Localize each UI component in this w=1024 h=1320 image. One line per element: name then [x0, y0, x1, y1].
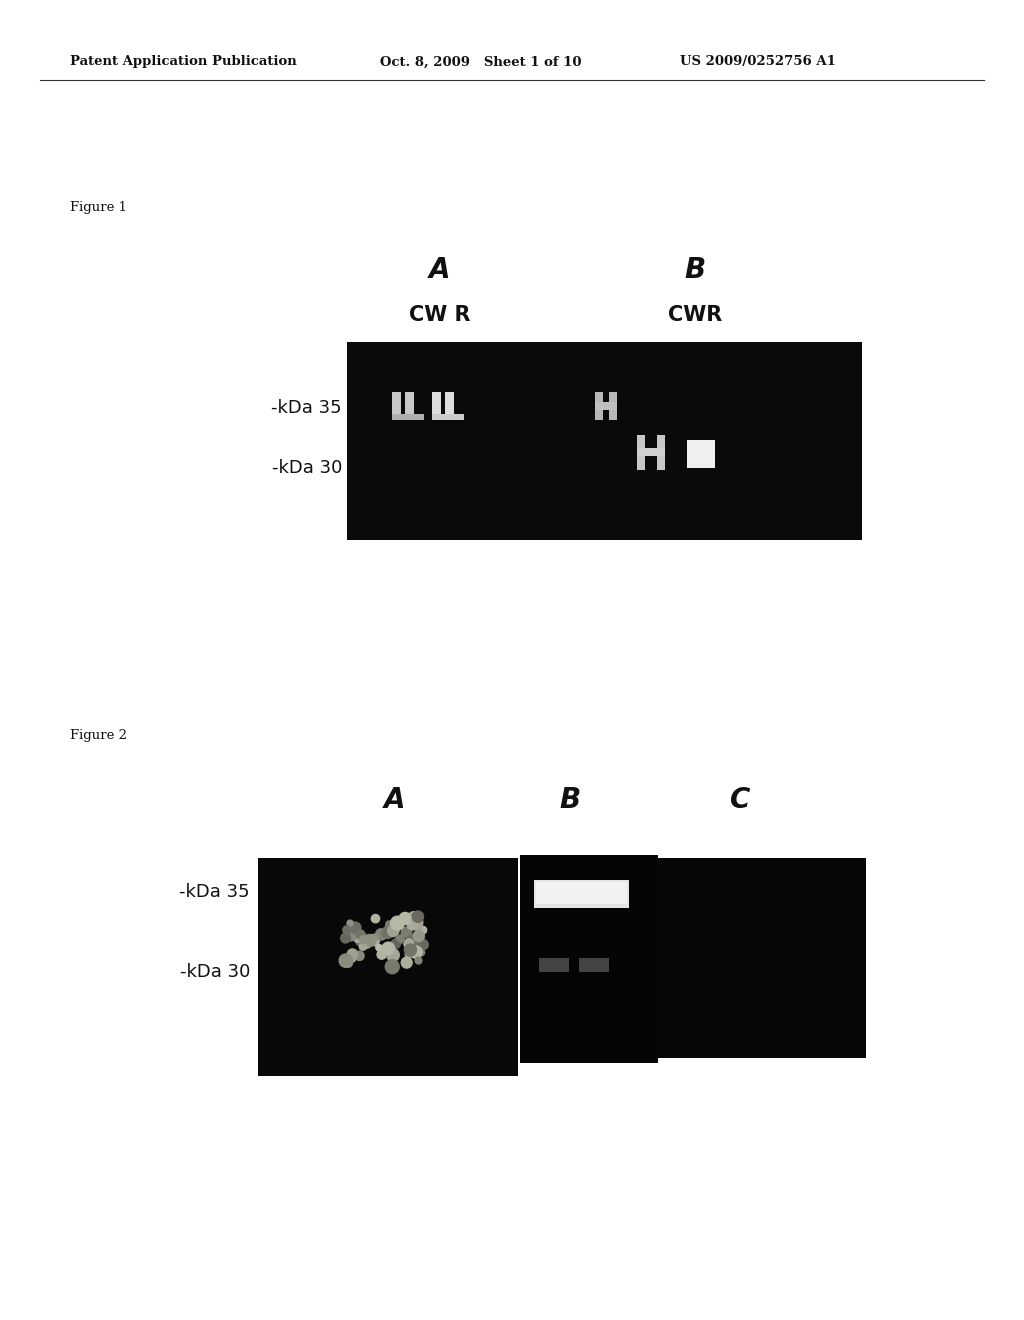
Circle shape [359, 936, 368, 944]
Circle shape [397, 935, 404, 942]
Text: -kDa 30: -kDa 30 [179, 964, 250, 981]
Circle shape [409, 912, 419, 921]
Circle shape [382, 942, 394, 954]
Bar [687, 440, 715, 469]
Circle shape [347, 949, 357, 960]
Text: -kDa 35: -kDa 35 [271, 399, 342, 417]
Circle shape [391, 939, 400, 948]
Circle shape [389, 964, 397, 972]
Bar [445, 392, 454, 414]
Text: CW R: CW R [410, 305, 471, 325]
Circle shape [356, 931, 365, 939]
Circle shape [351, 929, 360, 939]
Circle shape [413, 911, 424, 923]
Circle shape [407, 915, 413, 920]
Text: A: A [429, 256, 451, 284]
Circle shape [407, 919, 418, 929]
Circle shape [401, 927, 412, 937]
Circle shape [414, 931, 424, 941]
Bar [637, 436, 645, 470]
Circle shape [413, 921, 423, 931]
Circle shape [344, 928, 356, 941]
Bar [406, 392, 414, 414]
Bar [534, 880, 629, 908]
Circle shape [404, 944, 417, 956]
Circle shape [406, 950, 413, 958]
Bar [579, 958, 609, 972]
Circle shape [355, 933, 369, 946]
Text: A: A [384, 785, 406, 814]
Bar [595, 403, 617, 411]
Circle shape [359, 942, 367, 950]
Circle shape [382, 927, 394, 939]
Circle shape [401, 957, 412, 968]
Bar [392, 392, 401, 414]
Text: -kDa 35: -kDa 35 [179, 883, 250, 902]
Circle shape [377, 950, 386, 960]
Circle shape [349, 923, 360, 933]
Circle shape [410, 946, 422, 958]
Circle shape [399, 912, 411, 924]
Bar [539, 958, 569, 972]
Circle shape [386, 921, 399, 935]
Text: CWR: CWR [668, 305, 722, 325]
Text: -kDa 30: -kDa 30 [271, 459, 342, 477]
Circle shape [339, 954, 352, 968]
Text: Figure 1: Figure 1 [70, 202, 127, 214]
Circle shape [388, 925, 399, 936]
Bar [637, 447, 665, 455]
Circle shape [371, 937, 379, 945]
Bar [347, 342, 862, 540]
Circle shape [394, 937, 402, 945]
Circle shape [343, 925, 351, 935]
Circle shape [360, 937, 372, 948]
Text: C: C [730, 785, 751, 814]
Circle shape [354, 952, 365, 961]
Text: US 2009/0252756 A1: US 2009/0252756 A1 [680, 55, 836, 69]
Bar [432, 414, 464, 420]
Text: Figure 2: Figure 2 [70, 729, 127, 742]
Circle shape [387, 949, 399, 961]
Bar [432, 392, 441, 414]
Circle shape [418, 940, 428, 949]
Circle shape [344, 960, 352, 968]
Text: Oct. 8, 2009   Sheet 1 of 10: Oct. 8, 2009 Sheet 1 of 10 [380, 55, 582, 69]
Text: B: B [559, 785, 581, 814]
Circle shape [372, 915, 380, 923]
Circle shape [346, 953, 356, 962]
Circle shape [341, 933, 350, 942]
Bar [536, 882, 627, 904]
Bar [520, 855, 658, 1063]
Bar [658, 858, 866, 1059]
Bar [595, 392, 603, 420]
Circle shape [364, 935, 376, 946]
Circle shape [376, 929, 387, 940]
Circle shape [390, 916, 404, 931]
Circle shape [407, 935, 419, 948]
Bar [609, 392, 617, 420]
Bar [657, 436, 665, 470]
Bar [392, 414, 424, 420]
Circle shape [353, 933, 364, 942]
Text: B: B [684, 256, 706, 284]
Circle shape [376, 945, 382, 950]
Circle shape [370, 935, 378, 941]
Circle shape [413, 917, 423, 928]
Circle shape [403, 939, 414, 949]
Circle shape [420, 927, 427, 933]
Circle shape [418, 949, 425, 956]
Text: Patent Application Publication: Patent Application Publication [70, 55, 297, 69]
Circle shape [415, 957, 422, 964]
Circle shape [347, 920, 353, 927]
Bar [258, 858, 518, 1076]
Circle shape [386, 921, 392, 927]
Circle shape [385, 960, 399, 974]
